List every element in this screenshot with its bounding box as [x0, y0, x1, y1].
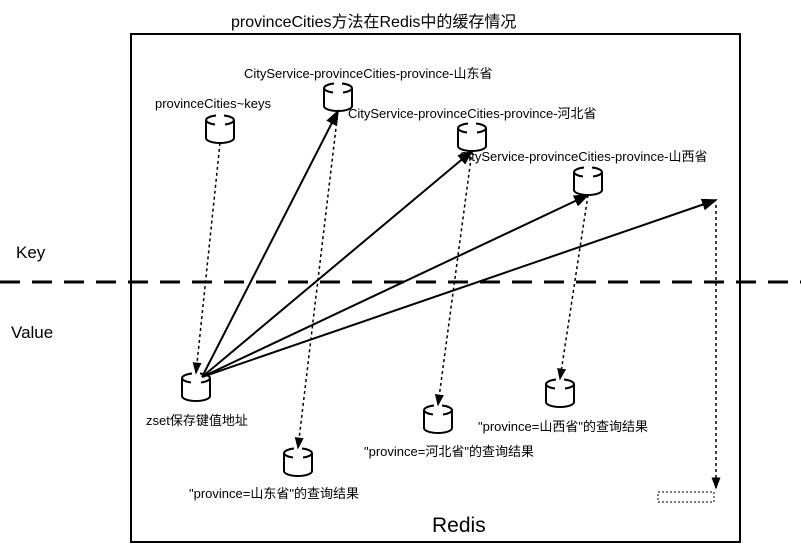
value-label-v2: "province=河北省"的查询结果 — [364, 441, 534, 460]
key-label-k3: CityService-provinceCities-province-山西省 — [459, 146, 708, 165]
value-label: Value — [11, 323, 53, 343]
dotted-arrow-0 — [196, 143, 220, 373]
dotted-arrow-3 — [560, 195, 588, 379]
key-label: Key — [16, 243, 45, 263]
value-label-v1: "province=山东省"的查询结果 — [189, 483, 359, 502]
key-label-k0: provinceCities~keys — [155, 96, 271, 111]
key-label-k2: CityService-provinceCities-province-河北省 — [348, 103, 597, 122]
ellipsis-box — [658, 492, 714, 502]
dotted-arrow-1 — [298, 111, 338, 448]
value-label-v0: zset保存键值地址 — [146, 410, 248, 429]
footer-label: Redis — [432, 514, 486, 538]
solid-arrow-2 — [202, 195, 588, 377]
diagram-title: provinceCities方法在Redis中的缓存情况 — [231, 8, 516, 32]
solid-arrow-1 — [202, 151, 472, 377]
key-label-k1: CityService-provinceCities-province-山东省 — [244, 63, 493, 82]
diagram-canvas: provinceCities方法在Redis中的缓存情况 Key Value Redi… — [0, 0, 801, 550]
value-label-v3: "province=山西省"的查询结果 — [478, 416, 648, 435]
dotted-arrow-2 — [438, 151, 472, 405]
diagram-svg — [0, 0, 801, 550]
